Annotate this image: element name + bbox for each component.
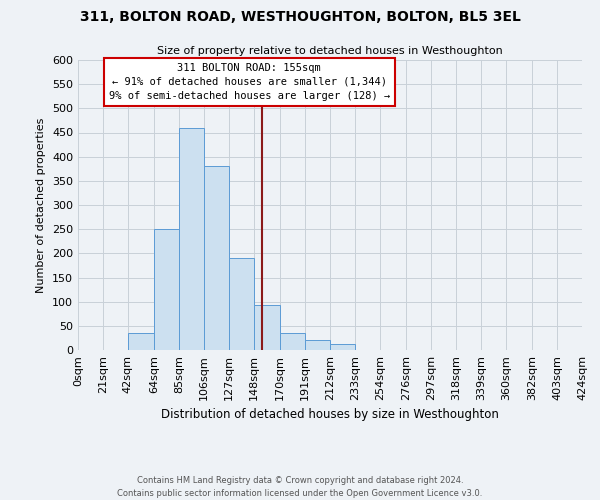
Bar (254, 305, 280, 350)
Text: 311, BOLTON ROAD, WESTHOUGHTON, BOLTON, BL5 3EL: 311, BOLTON ROAD, WESTHOUGHTON, BOLTON, … (80, 10, 520, 24)
Bar (204, 166, 229, 350)
Bar (305, 340, 330, 350)
Y-axis label: Number of detached properties: Number of detached properties (37, 118, 46, 292)
Title: Size of property relative to detached houses in Westhoughton: Size of property relative to detached ho… (157, 46, 503, 56)
Bar (280, 333, 305, 350)
Bar (154, 229, 179, 350)
Text: Contains HM Land Registry data © Crown copyright and database right 2024.
Contai: Contains HM Land Registry data © Crown c… (118, 476, 482, 498)
Bar (330, 344, 355, 350)
X-axis label: Distribution of detached houses by size in Westhoughton: Distribution of detached houses by size … (161, 408, 499, 422)
Bar (229, 258, 254, 350)
Bar (128, 333, 154, 350)
Text: 311 BOLTON ROAD: 155sqm
← 91% of detached houses are smaller (1,344)
9% of semi-: 311 BOLTON ROAD: 155sqm ← 91% of detache… (109, 63, 390, 101)
Bar (179, 128, 204, 350)
